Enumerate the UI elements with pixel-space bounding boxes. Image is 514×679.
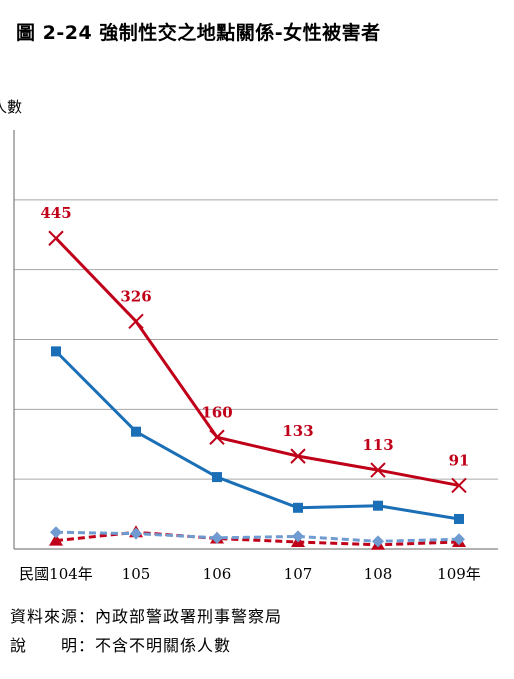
x-marker	[48, 230, 64, 246]
data-label: 133	[282, 422, 313, 440]
x-tick-label: 107	[284, 565, 313, 583]
x-tick-label: 109年	[437, 565, 481, 583]
x-tick-labels: 民國104年 105 106 107 108 109年	[19, 565, 481, 583]
square-marker	[373, 500, 383, 511]
diamond-marker	[211, 531, 223, 544]
x-marker	[209, 429, 225, 445]
square-marker	[131, 426, 141, 437]
data-label: 326	[120, 287, 151, 305]
square-marker	[454, 513, 464, 524]
gridlines	[14, 199, 498, 480]
series-line	[54, 350, 460, 521]
data-label: 113	[362, 436, 393, 454]
remark-label: 說 明：	[10, 636, 96, 655]
remark-text: 不含不明關係人數	[95, 636, 232, 655]
square-marker	[293, 502, 303, 513]
x-marker	[451, 477, 467, 494]
data-label: 160	[201, 403, 232, 421]
x-tick-label: 民國104年	[19, 565, 93, 583]
series-1	[48, 230, 467, 494]
data-labels: 445 326 160 133 113 91	[40, 204, 469, 469]
diamond-marker	[372, 535, 384, 548]
diamond-marker	[130, 527, 142, 540]
triangle-marker	[49, 533, 63, 546]
x-marker	[370, 462, 386, 478]
diamond-marker	[292, 530, 304, 543]
x-marker	[290, 448, 306, 464]
diamond-marker	[50, 526, 62, 539]
series-layer	[48, 230, 467, 550]
source-text: 內政部警政署刑事警察局	[95, 607, 283, 626]
square-marker	[212, 472, 222, 483]
data-label: 445	[40, 204, 71, 222]
series-line	[55, 530, 460, 543]
source-label: 資料來源：	[10, 607, 96, 626]
diamond-marker	[453, 533, 465, 546]
x-tick-label: 108	[364, 565, 393, 583]
y-axis-label: 人數	[0, 98, 22, 116]
x-tick-label: 105	[122, 565, 151, 583]
series-3	[50, 526, 465, 548]
series-2	[51, 346, 464, 524]
source-note: 資料來源：內政部警政署刑事警察局	[10, 603, 282, 627]
data-label: 91	[449, 451, 470, 469]
chart-title: 圖 2-24 強制性交之地點關係-女性被害者	[16, 22, 381, 44]
x-tick-label: 106	[203, 565, 232, 583]
line-chart: 人數 445 326 160 133 113 91 民國104年 105 106 107 108 1…	[0, 98, 498, 583]
square-marker	[51, 346, 61, 357]
x-marker	[128, 313, 144, 330]
series-line	[54, 237, 460, 487]
remark-note: 說 明：不含不明關係人數	[10, 632, 231, 656]
